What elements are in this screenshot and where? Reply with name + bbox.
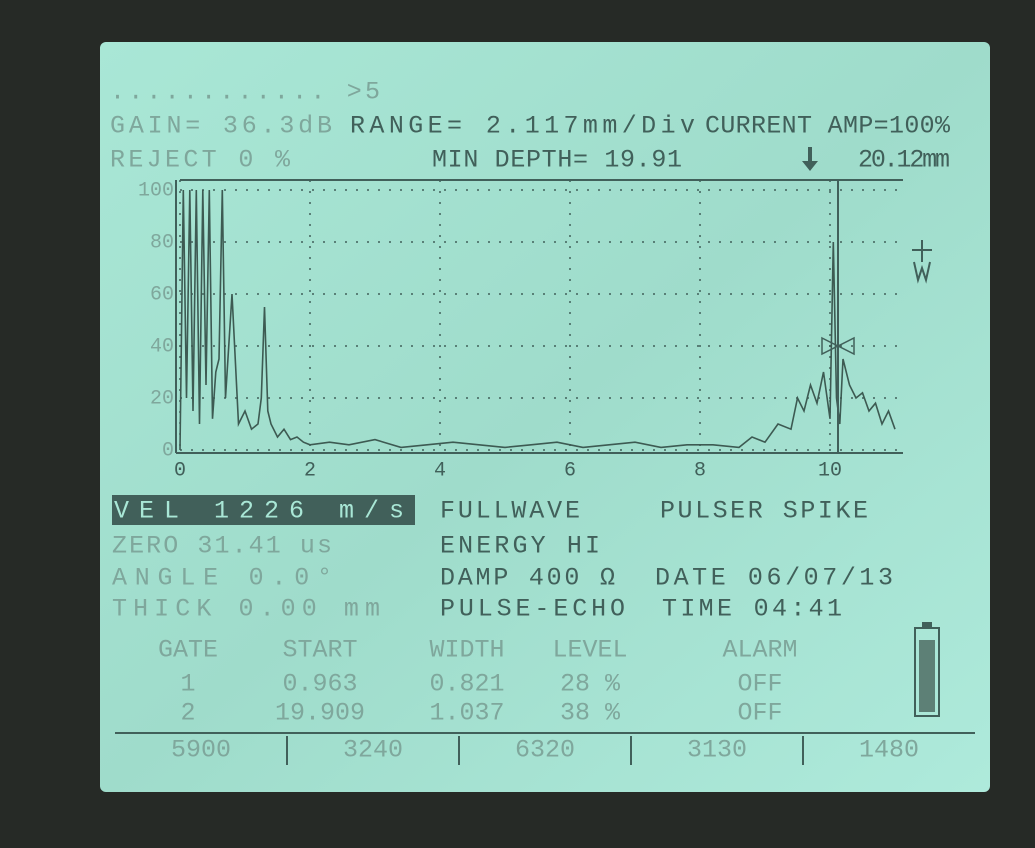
- x-tick-label: 8: [694, 459, 706, 482]
- depth-arrow: [802, 147, 818, 171]
- preset-velocity: 3240: [343, 736, 403, 765]
- x-tick-label: 6: [564, 459, 576, 482]
- preset-velocity: 3130: [687, 736, 747, 765]
- x-tick-label: 0: [174, 459, 186, 482]
- gate-cell: 1.037: [429, 699, 504, 728]
- preset-velocity: 5900: [171, 736, 231, 765]
- gate-header: GATE: [158, 636, 218, 665]
- gate-header: ALARM: [722, 636, 797, 665]
- gate-cell: 19.909: [275, 699, 365, 728]
- gate-cell: OFF: [737, 699, 782, 728]
- preset-velocity: 6320: [515, 736, 575, 765]
- gate-cell: 2: [180, 699, 195, 728]
- gate-cell: 0.963: [282, 670, 357, 699]
- a-scan: 0 20 40 60 80 100 0 2 4 6 8 10: [138, 179, 903, 482]
- battery-tip: [922, 622, 932, 628]
- gate-cell: 0.821: [429, 670, 504, 699]
- gate-indicator: ............ >5: [110, 78, 380, 107]
- y-tick-label: 100: [138, 179, 174, 202]
- gate-cell: 28 %: [560, 670, 621, 699]
- depth: 20.12mm: [858, 146, 950, 175]
- probe-icon: [912, 240, 932, 284]
- gate-cell: 1: [180, 670, 195, 699]
- current-amp: CURRENT AMP=100%: [705, 112, 951, 141]
- lcd: [100, 42, 990, 792]
- zero: ZERO 31.41 us: [112, 532, 332, 561]
- date: DATE 06/07/13: [655, 564, 893, 593]
- y-tick-label: 20: [150, 387, 174, 410]
- x-tick-label: 10: [818, 459, 842, 482]
- vel-highlight: [112, 495, 415, 525]
- gate-cell: 38 %: [560, 699, 621, 728]
- y-tick-label: 80: [150, 231, 174, 254]
- gate-header: LEVEL: [552, 636, 627, 665]
- gate-table: GATE START WIDTH LEVEL ALARM 1 0.963 0.821 28 % O…: [158, 636, 798, 728]
- gate-header: START: [282, 636, 357, 665]
- preset-velocity: 1480: [859, 736, 919, 765]
- thick: THICK 0.00 mm: [112, 595, 380, 624]
- y-tick-label: 0: [162, 439, 174, 462]
- x-tick-label: 2: [304, 459, 316, 482]
- presets: 5900 3240 6320 3130 1480: [171, 736, 919, 765]
- battery-level: [919, 640, 935, 712]
- y-tick-label: 60: [150, 283, 174, 306]
- waveform: [179, 189, 896, 451]
- min-depth: MIN DEPTH= 19.91: [432, 146, 682, 175]
- gate-cell: OFF: [737, 670, 782, 699]
- energy: ENERGY HI: [440, 532, 600, 561]
- gate-marker: [821, 336, 855, 356]
- gate-header: WIDTH: [429, 636, 504, 665]
- x-tick-label: 4: [434, 459, 446, 482]
- y-tick-label: 40: [150, 335, 174, 358]
